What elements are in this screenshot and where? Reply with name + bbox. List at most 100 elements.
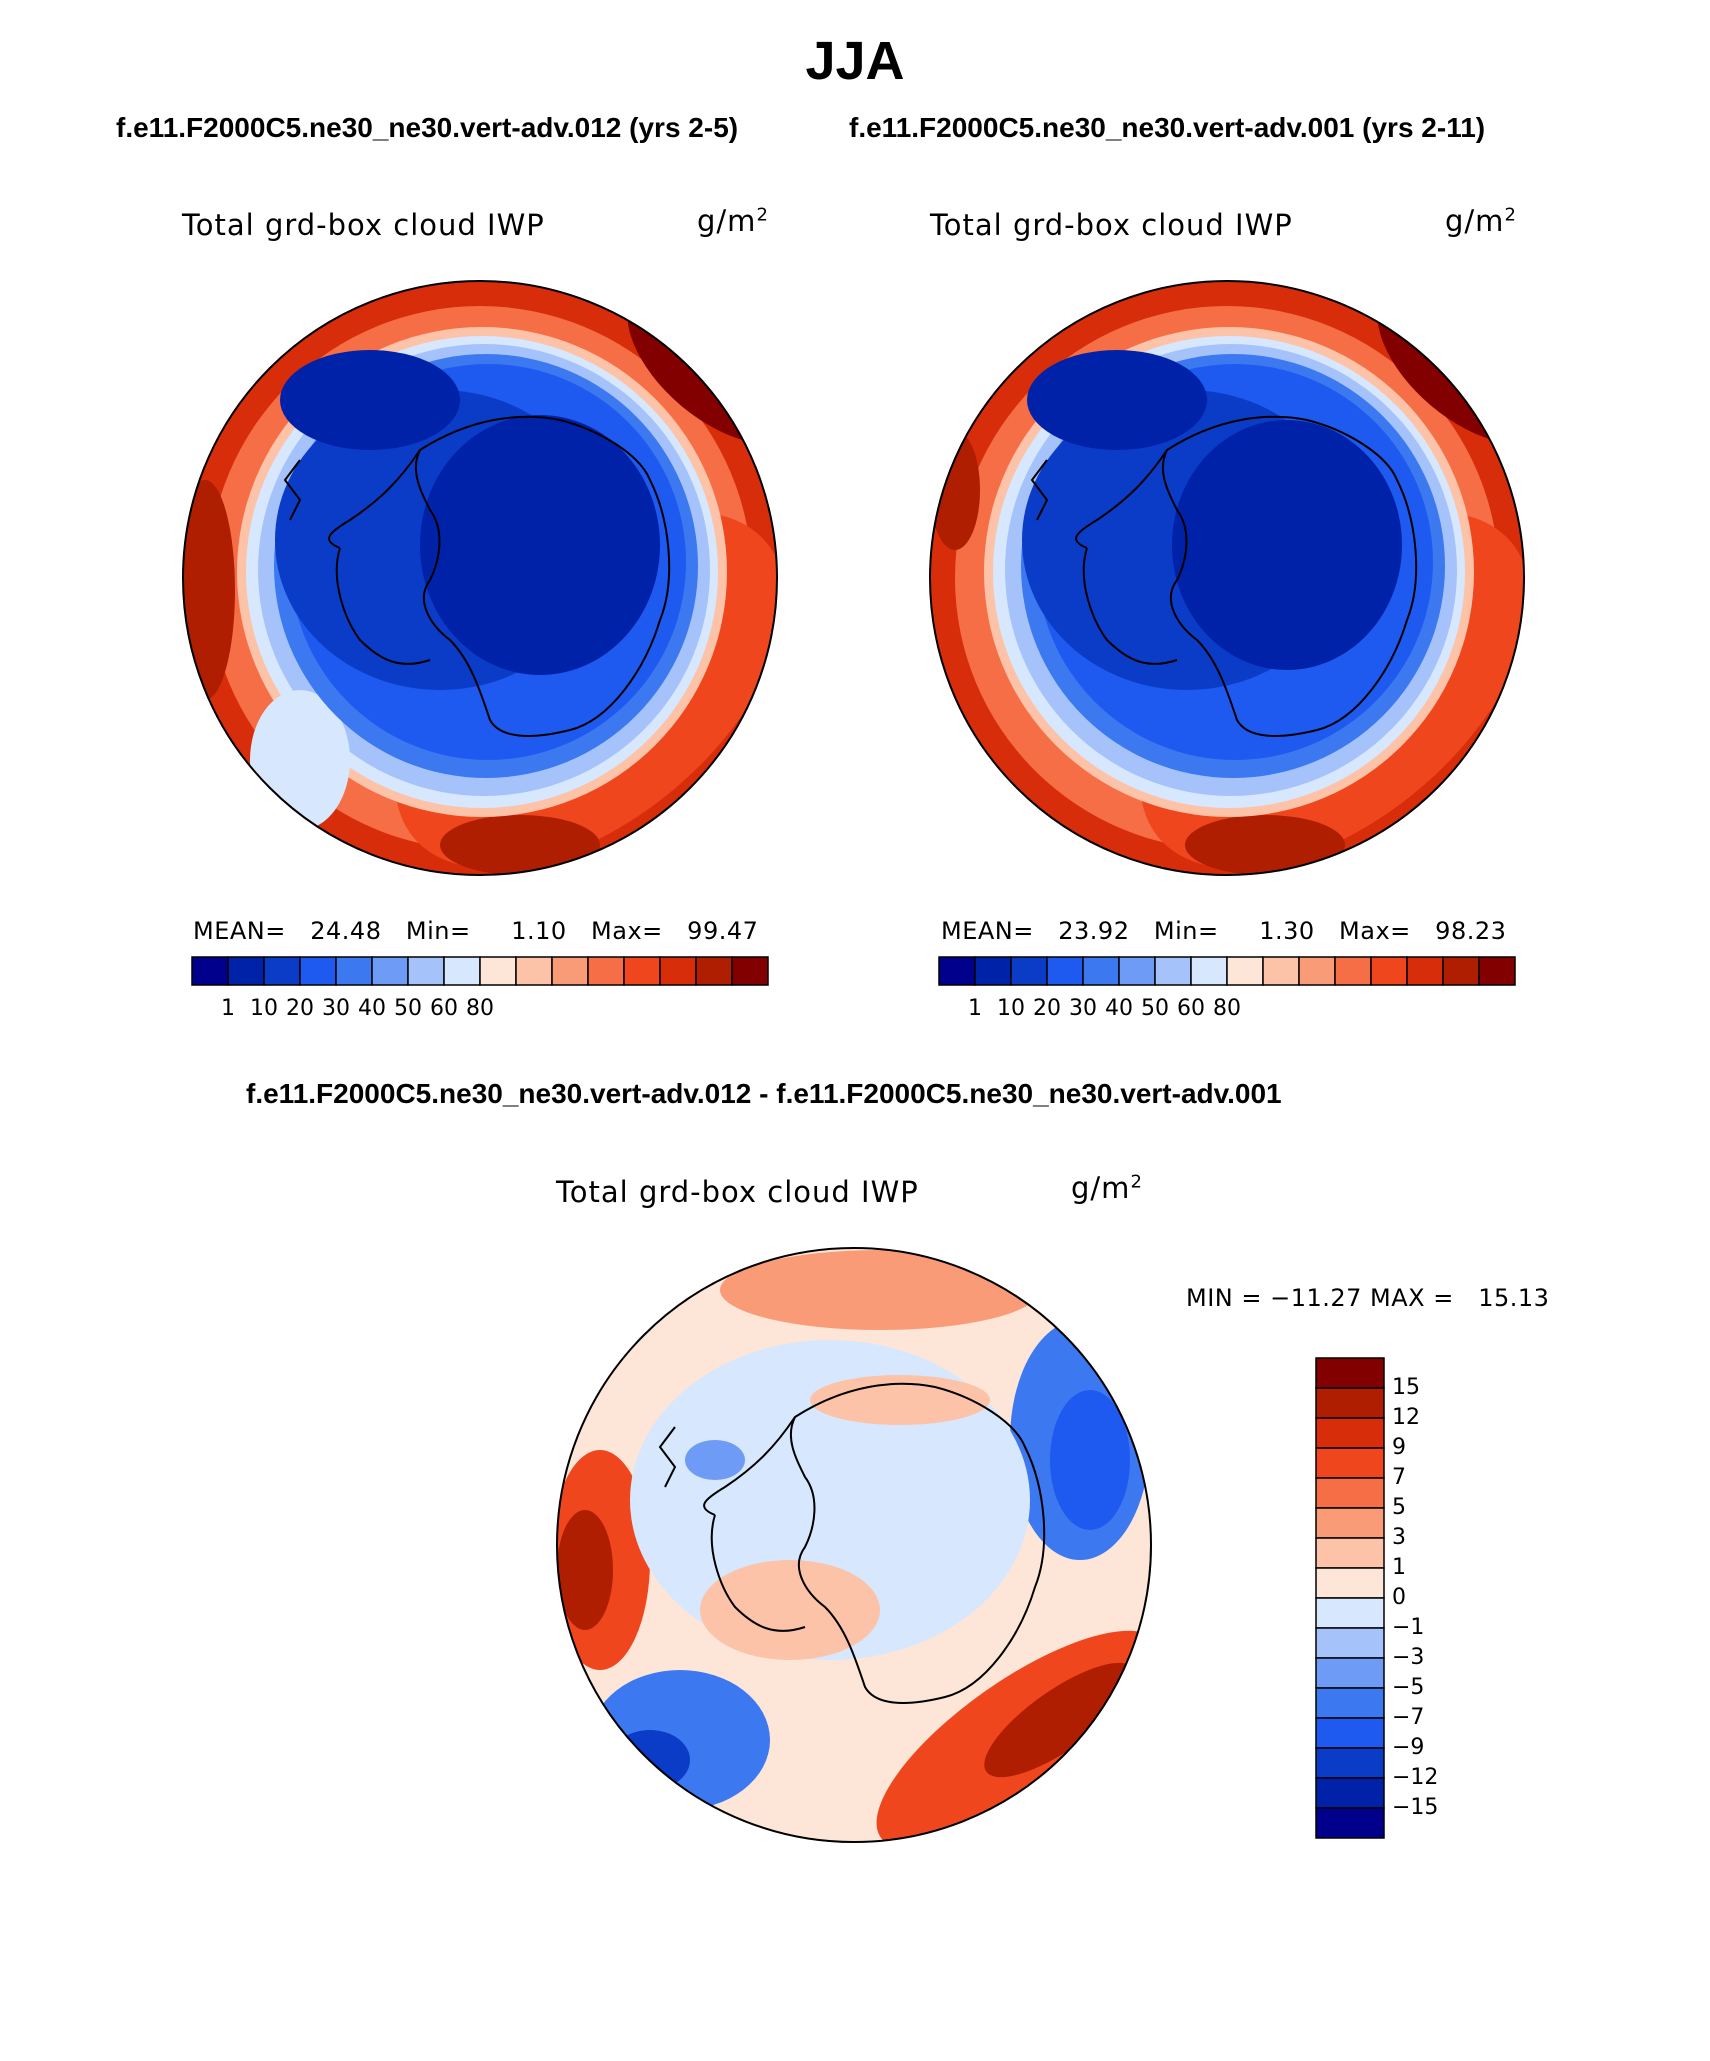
units-base: g/m [697, 204, 757, 238]
colorbar-tick-label: −15 [1392, 1795, 1439, 1820]
colorbar-swatch [731, 956, 769, 986]
panel3-map-border [556, 1247, 1152, 1843]
max-label: Max= [591, 917, 663, 945]
colorbar-tick-label: −3 [1392, 1645, 1425, 1670]
colorbar-tick-label: 1 [968, 996, 982, 1021]
map-weddell [1027, 350, 1207, 450]
colorbar-swatch [1315, 1387, 1385, 1419]
colorbar-tick-label: 80 [466, 996, 494, 1021]
max-value: 98.23 [1435, 917, 1507, 945]
max-label: Max= [1339, 917, 1411, 945]
colorbar-swatch [974, 956, 1012, 986]
colorbar-tick-label: 20 [286, 996, 314, 1021]
diff-subtitle: f.e11.F2000C5.ne30_ne30.vert-adv.012 - f… [246, 1078, 1282, 1109]
colorbar-tick-label: −7 [1392, 1705, 1425, 1730]
colorbar-tick-label: 60 [430, 996, 458, 1021]
colorbar-swatch [1315, 1447, 1385, 1479]
mean-label: MEAN= [941, 917, 1034, 945]
colorbar-tick-label: −1 [1392, 1615, 1425, 1640]
colorbar-tick-label: 15 [1392, 1375, 1420, 1400]
colorbar-swatch [1190, 956, 1228, 986]
colorbar-swatch [335, 956, 373, 986]
colorbar-swatch [1118, 956, 1156, 986]
colorbar-swatch [1298, 956, 1336, 986]
units-exp: 2 [1504, 204, 1517, 226]
min-label: Min= [405, 917, 471, 945]
colorbar-tick-label: 7 [1392, 1465, 1406, 1490]
map-plateau [420, 415, 660, 675]
colorbar-swatch [1370, 956, 1408, 986]
units-base: g/m [1445, 204, 1505, 238]
colorbar-swatch [1154, 956, 1192, 986]
colorbar-swatch [938, 956, 976, 986]
antarctic-peninsula [283, 449, 421, 549]
colorbar-swatch [1226, 956, 1264, 986]
panel3-stats: MIN = −11.27 MAX = 15.13 [1186, 1284, 1550, 1312]
colorbar-tick-label: −9 [1392, 1735, 1425, 1760]
colorbar-swatch [515, 956, 553, 986]
colorbar-swatch [443, 956, 481, 986]
units-exp: 2 [756, 204, 769, 226]
colorbar-tick-label: 1 [221, 996, 235, 1021]
colorbar-swatch [1315, 1417, 1385, 1449]
colorbar-swatch [1315, 1777, 1385, 1809]
panel3-units: g/m2 [1071, 1171, 1143, 1205]
colorbar-tick-label: 9 [1392, 1435, 1406, 1460]
antarctica-coastline [789, 1382, 1046, 1704]
panel1-stats: MEAN= 24.48 Min= 1.10 Max= 99.47 [193, 917, 758, 945]
colorbar-tick-label: 40 [1105, 996, 1133, 1021]
antarctic-peninsula [1030, 449, 1168, 549]
colorbar-tick-label: 0 [1392, 1585, 1406, 1610]
colorbar-swatch [1315, 1627, 1385, 1659]
colorbar-tick-label: 10 [250, 996, 278, 1021]
colorbar-tick-label: −12 [1392, 1765, 1439, 1790]
panel2-stats: MEAN= 23.92 Min= 1.30 Max= 98.23 [941, 917, 1506, 945]
ross-sea-coast [710, 1514, 806, 1632]
panel1-map [183, 281, 777, 875]
panel1-units: g/m2 [697, 204, 769, 238]
ross-sea-coast [1082, 547, 1178, 665]
map-max-core-south [1185, 815, 1345, 875]
colorbar-swatch [695, 956, 733, 986]
colorbar-tick-label: 30 [322, 996, 350, 1021]
colorbar-tick-label: 12 [1392, 1405, 1420, 1430]
min-value: 1.10 [511, 917, 567, 945]
units-base: g/m [1071, 1171, 1131, 1205]
colorbar-tick-label: 60 [1177, 996, 1205, 1021]
colorbar-swatch [1315, 1717, 1385, 1749]
colorbar-swatch [587, 956, 625, 986]
colorbar-swatch [623, 956, 661, 986]
antarctic-peninsula [658, 1416, 796, 1516]
panel2-colorbar [938, 956, 1516, 986]
map-ne-blue-core [1050, 1390, 1130, 1530]
units-exp: 2 [1130, 1171, 1143, 1193]
colorbar-swatch [1262, 956, 1300, 986]
colorbar-swatch [1442, 956, 1480, 986]
colorbar-swatch [191, 956, 229, 986]
colorbar-swatch [1315, 1657, 1385, 1689]
antarctica-coastline [1161, 415, 1418, 737]
map-max-core-west [930, 430, 980, 550]
colorbar-swatch [227, 956, 265, 986]
antarctica-coastline [414, 415, 671, 737]
colorbar-swatch [1315, 1537, 1385, 1569]
map-west-red-core [557, 1510, 613, 1630]
colorbar-tick-label: 20 [1033, 996, 1061, 1021]
colorbar-swatch [1315, 1747, 1385, 1779]
colorbar-swatch [299, 956, 337, 986]
map-max-core-south [440, 815, 600, 875]
colorbar-tick-label: 40 [358, 996, 386, 1021]
min-label: Min= [1153, 917, 1219, 945]
figure-title: JJA [805, 31, 905, 91]
colorbar-swatch [1046, 956, 1084, 986]
colorbar-swatch [1406, 956, 1444, 986]
case1-subtitle: f.e11.F2000C5.ne30_ne30.vert-adv.012 (yr… [116, 112, 739, 143]
map-weddell-positive [810, 1375, 990, 1425]
map-ross-positive [700, 1560, 880, 1660]
map-north-band [720, 1250, 1040, 1330]
colorbar-swatch [1315, 1357, 1385, 1389]
colorbar-swatch [371, 956, 409, 986]
colorbar-swatch [263, 956, 301, 986]
colorbar-swatch [1315, 1567, 1385, 1599]
